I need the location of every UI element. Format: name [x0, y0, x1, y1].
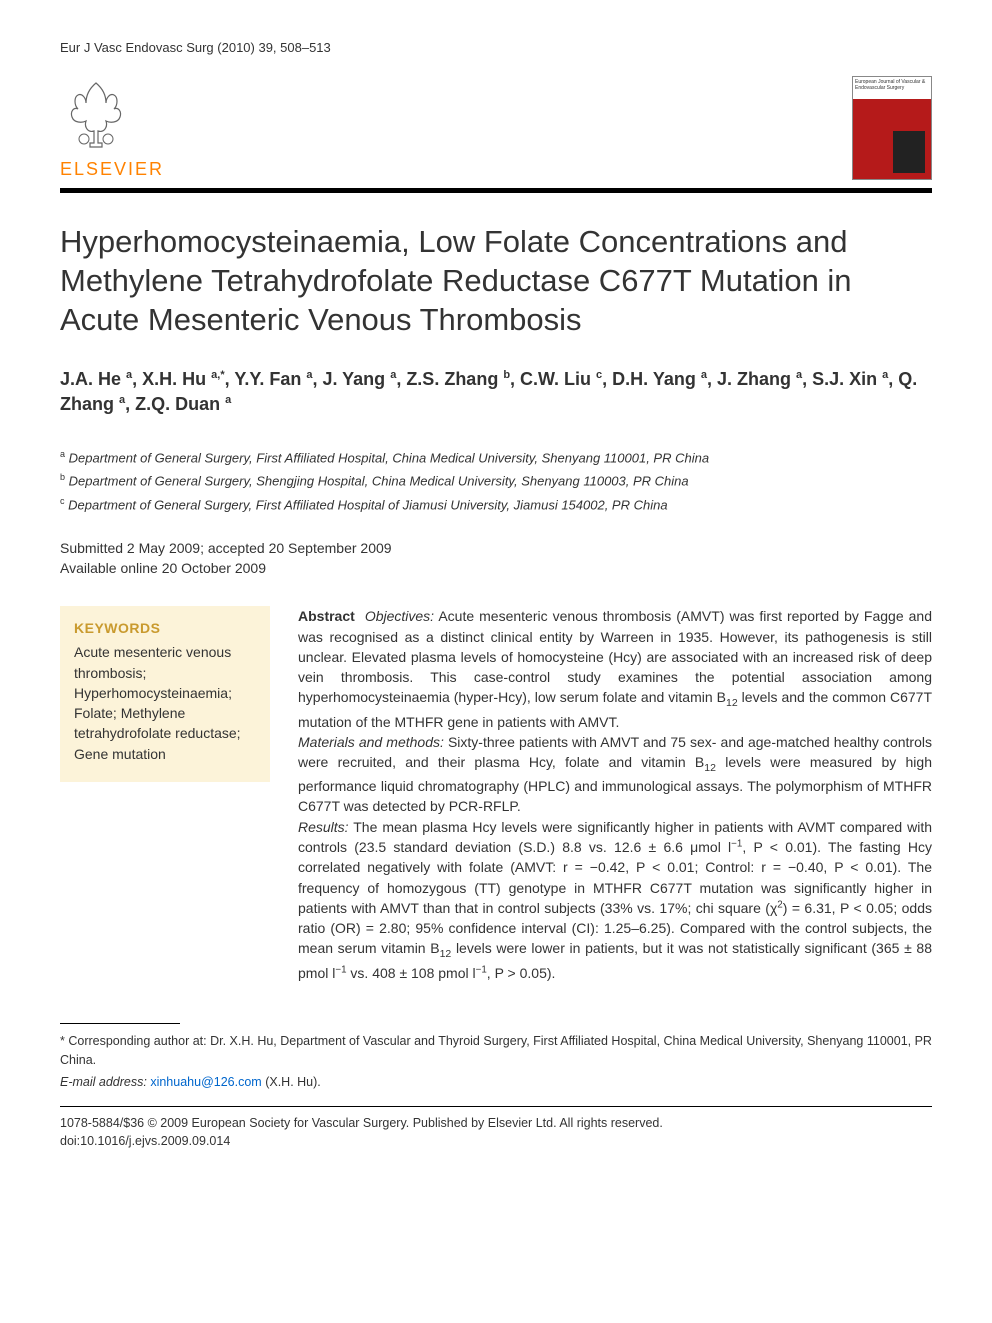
- header-row: ELSEVIER European Journal of Vascular & …: [60, 73, 932, 180]
- authors-list: J.A. He a, X.H. Hu a,*, Y.Y. Fan a, J. Y…: [60, 367, 932, 417]
- copyright-line: 1078-5884/$36 © 2009 European Society fo…: [60, 1115, 932, 1133]
- abstract-body: Abstract Objectives: Acute mesenteric ve…: [298, 606, 932, 983]
- available-online: Available online 20 October 2009: [60, 559, 932, 579]
- affiliation: c Department of General Surgery, First A…: [60, 495, 932, 515]
- keywords-heading: KEYWORDS: [74, 620, 256, 636]
- affiliations-block: a Department of General Surgery, First A…: [60, 448, 932, 515]
- submitted-accepted: Submitted 2 May 2009; accepted 20 Septem…: [60, 539, 932, 559]
- footnote-rule: [60, 1023, 180, 1024]
- keywords-abstract-row: KEYWORDS Acute mesenteric venous thrombo…: [60, 606, 932, 983]
- header-rule: [60, 188, 932, 193]
- email-suffix: (X.H. Hu).: [265, 1075, 321, 1089]
- journal-cover-thumbnail: European Journal of Vascular & Endovascu…: [852, 76, 932, 180]
- publisher-name: ELSEVIER: [60, 159, 164, 180]
- article-title: Hyperhomocysteinaemia, Low Folate Concen…: [60, 223, 932, 339]
- corresponding-author-note: * Corresponding author at: Dr. X.H. Hu, …: [60, 1032, 932, 1070]
- journal-cover-image: [893, 131, 925, 173]
- affiliation: b Department of General Surgery, Shengji…: [60, 471, 932, 491]
- keywords-box: KEYWORDS Acute mesenteric venous thrombo…: [60, 606, 270, 782]
- email-label: E-mail address:: [60, 1075, 147, 1089]
- affiliation: a Department of General Surgery, First A…: [60, 448, 932, 468]
- email-line: E-mail address: xinhuahu@126.com (X.H. H…: [60, 1073, 932, 1092]
- submission-dates: Submitted 2 May 2009; accepted 20 Septem…: [60, 539, 932, 578]
- publisher-logo-block: ELSEVIER: [60, 73, 164, 180]
- doi-line: doi:10.1016/j.ejvs.2009.09.014: [60, 1133, 932, 1151]
- elsevier-tree-icon: [60, 73, 132, 153]
- citation-line: Eur J Vasc Endovasc Surg (2010) 39, 508–…: [60, 40, 932, 55]
- copyright-rule: [60, 1106, 932, 1107]
- journal-cover-title: European Journal of Vascular & Endovascu…: [853, 77, 931, 99]
- keywords-list: Acute mesenteric venous thrombosis; Hype…: [74, 642, 256, 764]
- corresponding-email-link[interactable]: xinhuahu@126.com: [150, 1075, 261, 1089]
